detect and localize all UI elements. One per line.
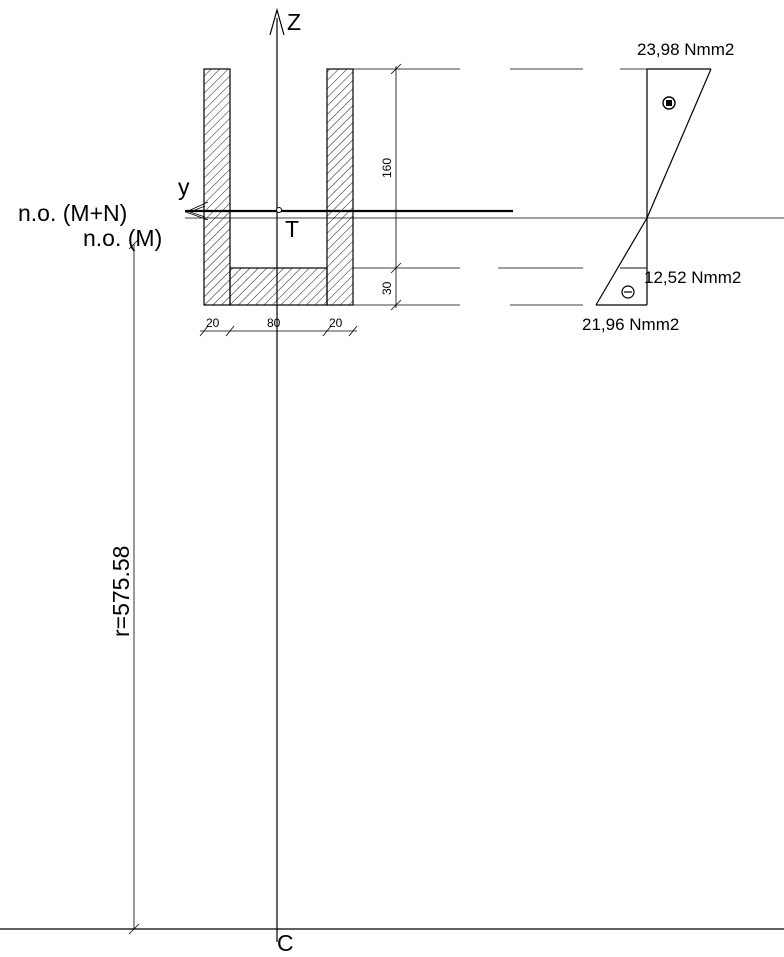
stress-diagram [595, 68, 712, 306]
y-axis-arrow-2 [188, 205, 206, 218]
dimension-height-flange: 30 [380, 281, 394, 295]
neutral-axis-m-label: n.o. (M) [83, 225, 162, 251]
stress-mid-value: 12,52 Nmm2 [644, 268, 741, 287]
centroid-label: T [285, 216, 299, 242]
width-dimension [199, 325, 358, 337]
center-label: C [277, 930, 294, 952]
radius-label: r=575.58 [108, 546, 134, 637]
u-section [203, 68, 354, 306]
extension-lines [353, 68, 784, 306]
y-axis-arrow [184, 201, 209, 221]
dimension-width-right: 20 [329, 316, 343, 330]
dimension-width-middle: 80 [267, 316, 281, 330]
neutral-axis-m-plus-n-label: n.o. (M+N) [18, 200, 127, 226]
centroid-point [276, 207, 282, 213]
tension-symbol [662, 96, 676, 110]
vertical-dimension [390, 63, 402, 311]
stress-bottom-value: 21,96 Nmm2 [582, 315, 679, 334]
stress-top-value: 23,98 Nmm2 [637, 40, 734, 59]
y-axis-label: y [178, 174, 190, 200]
compression-symbol [621, 285, 635, 299]
dimension-height-web: 160 [380, 158, 394, 178]
z-axis-arrow [269, 7, 285, 36]
dimension-width-left: 20 [206, 316, 220, 330]
z-axis-label: Z [287, 9, 301, 35]
